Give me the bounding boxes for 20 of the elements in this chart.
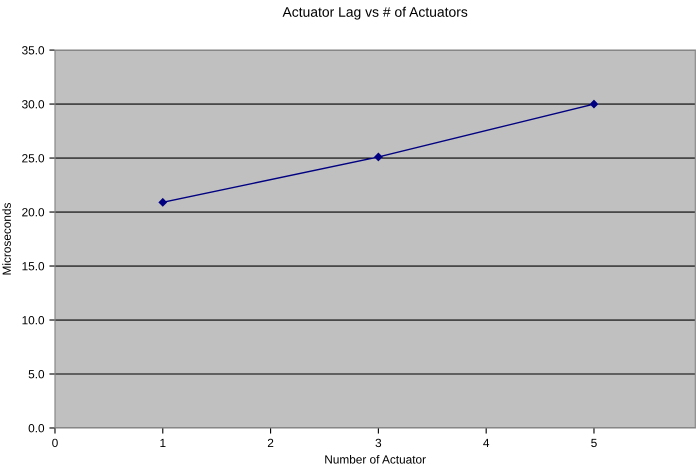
y-tick-label: 20.0 (22, 208, 44, 216)
x-tick-label: 0 (52, 438, 58, 448)
y-tick-label: 10.0 (22, 316, 44, 324)
chart-title: Actuator Lag vs # of Actuators (282, 6, 468, 20)
x-tick-label: 5 (591, 438, 597, 448)
x-axis-title: Number of Actuator (325, 454, 426, 464)
point (374, 152, 383, 162)
x-tick-label: 1 (160, 438, 166, 447)
y-tick-label: 5.0 (28, 370, 44, 378)
y-tick-label: 35.0 (22, 46, 44, 54)
x-tick-label: 2 (268, 438, 274, 447)
y-tick-label: 0.0 (28, 424, 44, 432)
y-axis-title: Microseconds (2, 203, 11, 274)
point (590, 100, 598, 108)
point (158, 198, 167, 206)
y-tick-label: 25.0 (22, 154, 44, 162)
x-tick-label: 3 (376, 438, 382, 448)
x-tick-label: 4 (483, 438, 490, 447)
y-tick-label: 15.0 (22, 262, 44, 270)
y-tick-label: 30.0 (22, 100, 44, 108)
